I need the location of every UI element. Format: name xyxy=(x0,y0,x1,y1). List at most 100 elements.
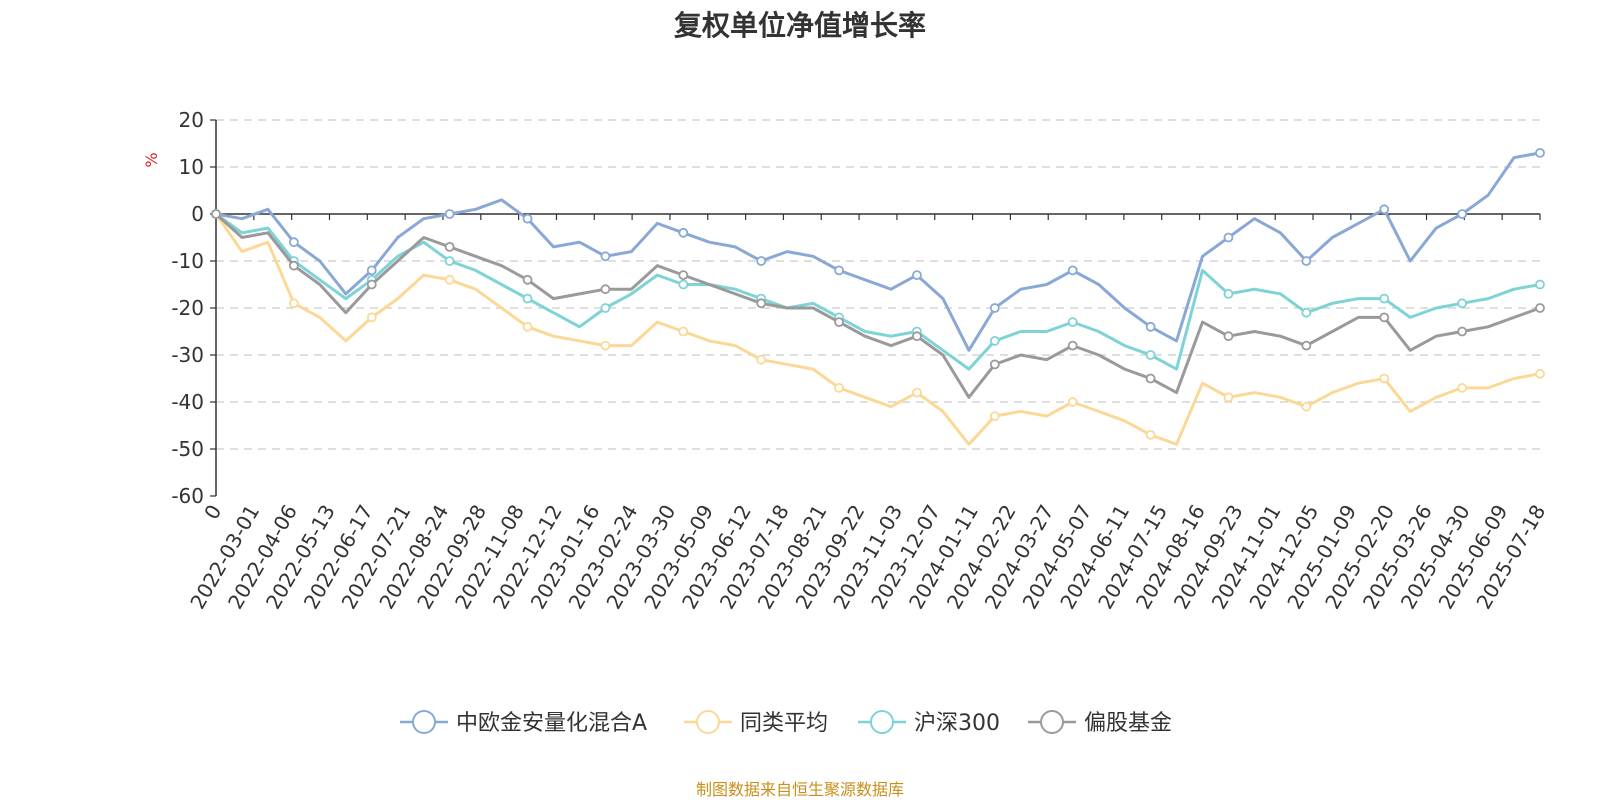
series-point xyxy=(756,298,767,309)
y-tick-label: -50 xyxy=(171,437,204,461)
series-point xyxy=(989,303,1000,313)
series-point xyxy=(1379,312,1390,323)
legend-swatch-marker xyxy=(1040,710,1064,734)
series-point xyxy=(834,317,844,328)
series-point xyxy=(834,265,844,276)
y-tick-label: -60 xyxy=(171,484,204,508)
series-point xyxy=(756,256,767,266)
series-point xyxy=(1223,288,1234,299)
legend-swatch-marker xyxy=(870,710,894,734)
series-point xyxy=(444,256,455,266)
series-point xyxy=(600,340,611,351)
series-point xyxy=(1535,368,1545,379)
y-tick-label: -10 xyxy=(171,249,204,273)
series-point xyxy=(1457,326,1468,337)
legend-item[interactable]: 中欧金安量化混合A xyxy=(400,710,647,736)
series-point xyxy=(1301,340,1312,351)
y-axis-unit-label: % xyxy=(142,152,161,167)
series-point xyxy=(600,303,611,313)
series-point xyxy=(211,209,221,219)
series-point xyxy=(1145,321,1156,332)
y-tick-label: -20 xyxy=(171,296,204,320)
y-tick-label: 20 xyxy=(179,108,204,132)
series-point xyxy=(1535,147,1545,158)
y-tick-label: 0 xyxy=(191,202,204,226)
series-point xyxy=(366,279,377,290)
series-point xyxy=(1223,392,1234,403)
series-point xyxy=(444,274,455,285)
series-point xyxy=(1145,373,1156,384)
legend-item[interactable]: 沪深300 xyxy=(858,710,1000,736)
series-point xyxy=(834,382,844,393)
series-point xyxy=(989,359,1000,370)
series-point xyxy=(1535,303,1545,313)
series-point xyxy=(444,209,455,219)
y-tick-label: -40 xyxy=(171,390,204,414)
series-point xyxy=(1223,232,1234,243)
legend-label: 中欧金安量化混合A xyxy=(456,711,647,736)
legend-label: 同类平均 xyxy=(740,711,828,736)
series-point xyxy=(1379,204,1390,215)
legend-label: 偏股基金 xyxy=(1084,711,1172,736)
series-point xyxy=(678,227,689,238)
chart-title: 复权单位净值增长率 xyxy=(673,9,926,42)
series-line-0 xyxy=(215,151,1541,352)
series-point xyxy=(1301,256,1312,266)
series-point xyxy=(1457,298,1468,309)
series-point xyxy=(1067,265,1078,276)
series-point xyxy=(1067,397,1078,407)
series-point xyxy=(288,260,299,271)
y-tick-label: -30 xyxy=(171,343,204,367)
series-point xyxy=(600,284,611,295)
y-tick-labels: 20 10 0 -10 -20 -30 -40 -50 -60 xyxy=(171,108,204,508)
series-point xyxy=(522,293,533,304)
axes xyxy=(215,120,1541,496)
series-point xyxy=(1145,429,1156,440)
series-point xyxy=(912,270,922,281)
series-point xyxy=(1379,373,1390,384)
series-point xyxy=(678,270,689,281)
legend-item[interactable]: 偏股基金 xyxy=(1028,710,1172,736)
series-point xyxy=(678,279,689,290)
y-tick-label: 10 xyxy=(179,155,204,179)
series-line-3 xyxy=(214,212,1541,399)
legend-swatch-marker xyxy=(412,710,436,734)
series-point xyxy=(444,241,455,252)
series-point xyxy=(366,265,377,276)
series-point xyxy=(288,237,299,248)
x-tick-labels: 02022-03-012022-04-062022-05-132022-06-1… xyxy=(185,501,1550,614)
series-point xyxy=(522,321,533,332)
series-point xyxy=(366,312,377,323)
series-point xyxy=(912,331,922,342)
series-point xyxy=(1067,340,1078,351)
series-line-1 xyxy=(214,213,1541,446)
series-lines xyxy=(211,147,1545,446)
x-tick-label: 0 xyxy=(199,501,226,524)
series-point xyxy=(1535,279,1545,290)
series-point xyxy=(1301,307,1312,318)
legend-label: 沪深300 xyxy=(914,711,1000,736)
source-note: 制图数据来自恒生聚源数据库 xyxy=(695,780,904,799)
legend[interactable]: 中欧金安量化混合A 同类平均 沪深300 偏股基金 xyxy=(400,710,1172,736)
series-point xyxy=(1223,331,1234,342)
series-line-2 xyxy=(215,212,1541,371)
series-point xyxy=(912,387,922,398)
series-point xyxy=(1379,293,1390,304)
series-point xyxy=(1457,209,1468,219)
series-point xyxy=(1301,401,1312,412)
series-point xyxy=(1067,317,1078,328)
series-point xyxy=(756,354,767,365)
grid-lines xyxy=(210,119,1540,497)
series-point xyxy=(1145,350,1156,360)
legend-item[interactable]: 同类平均 xyxy=(684,710,828,736)
legend-swatch-marker xyxy=(696,710,720,734)
series-point xyxy=(522,274,533,285)
series-point xyxy=(288,298,299,309)
series-point xyxy=(1457,382,1468,393)
series-point xyxy=(522,213,533,224)
series-point xyxy=(678,326,689,337)
series-point xyxy=(989,411,1000,422)
series-point xyxy=(600,251,611,262)
series-point xyxy=(989,335,1000,346)
